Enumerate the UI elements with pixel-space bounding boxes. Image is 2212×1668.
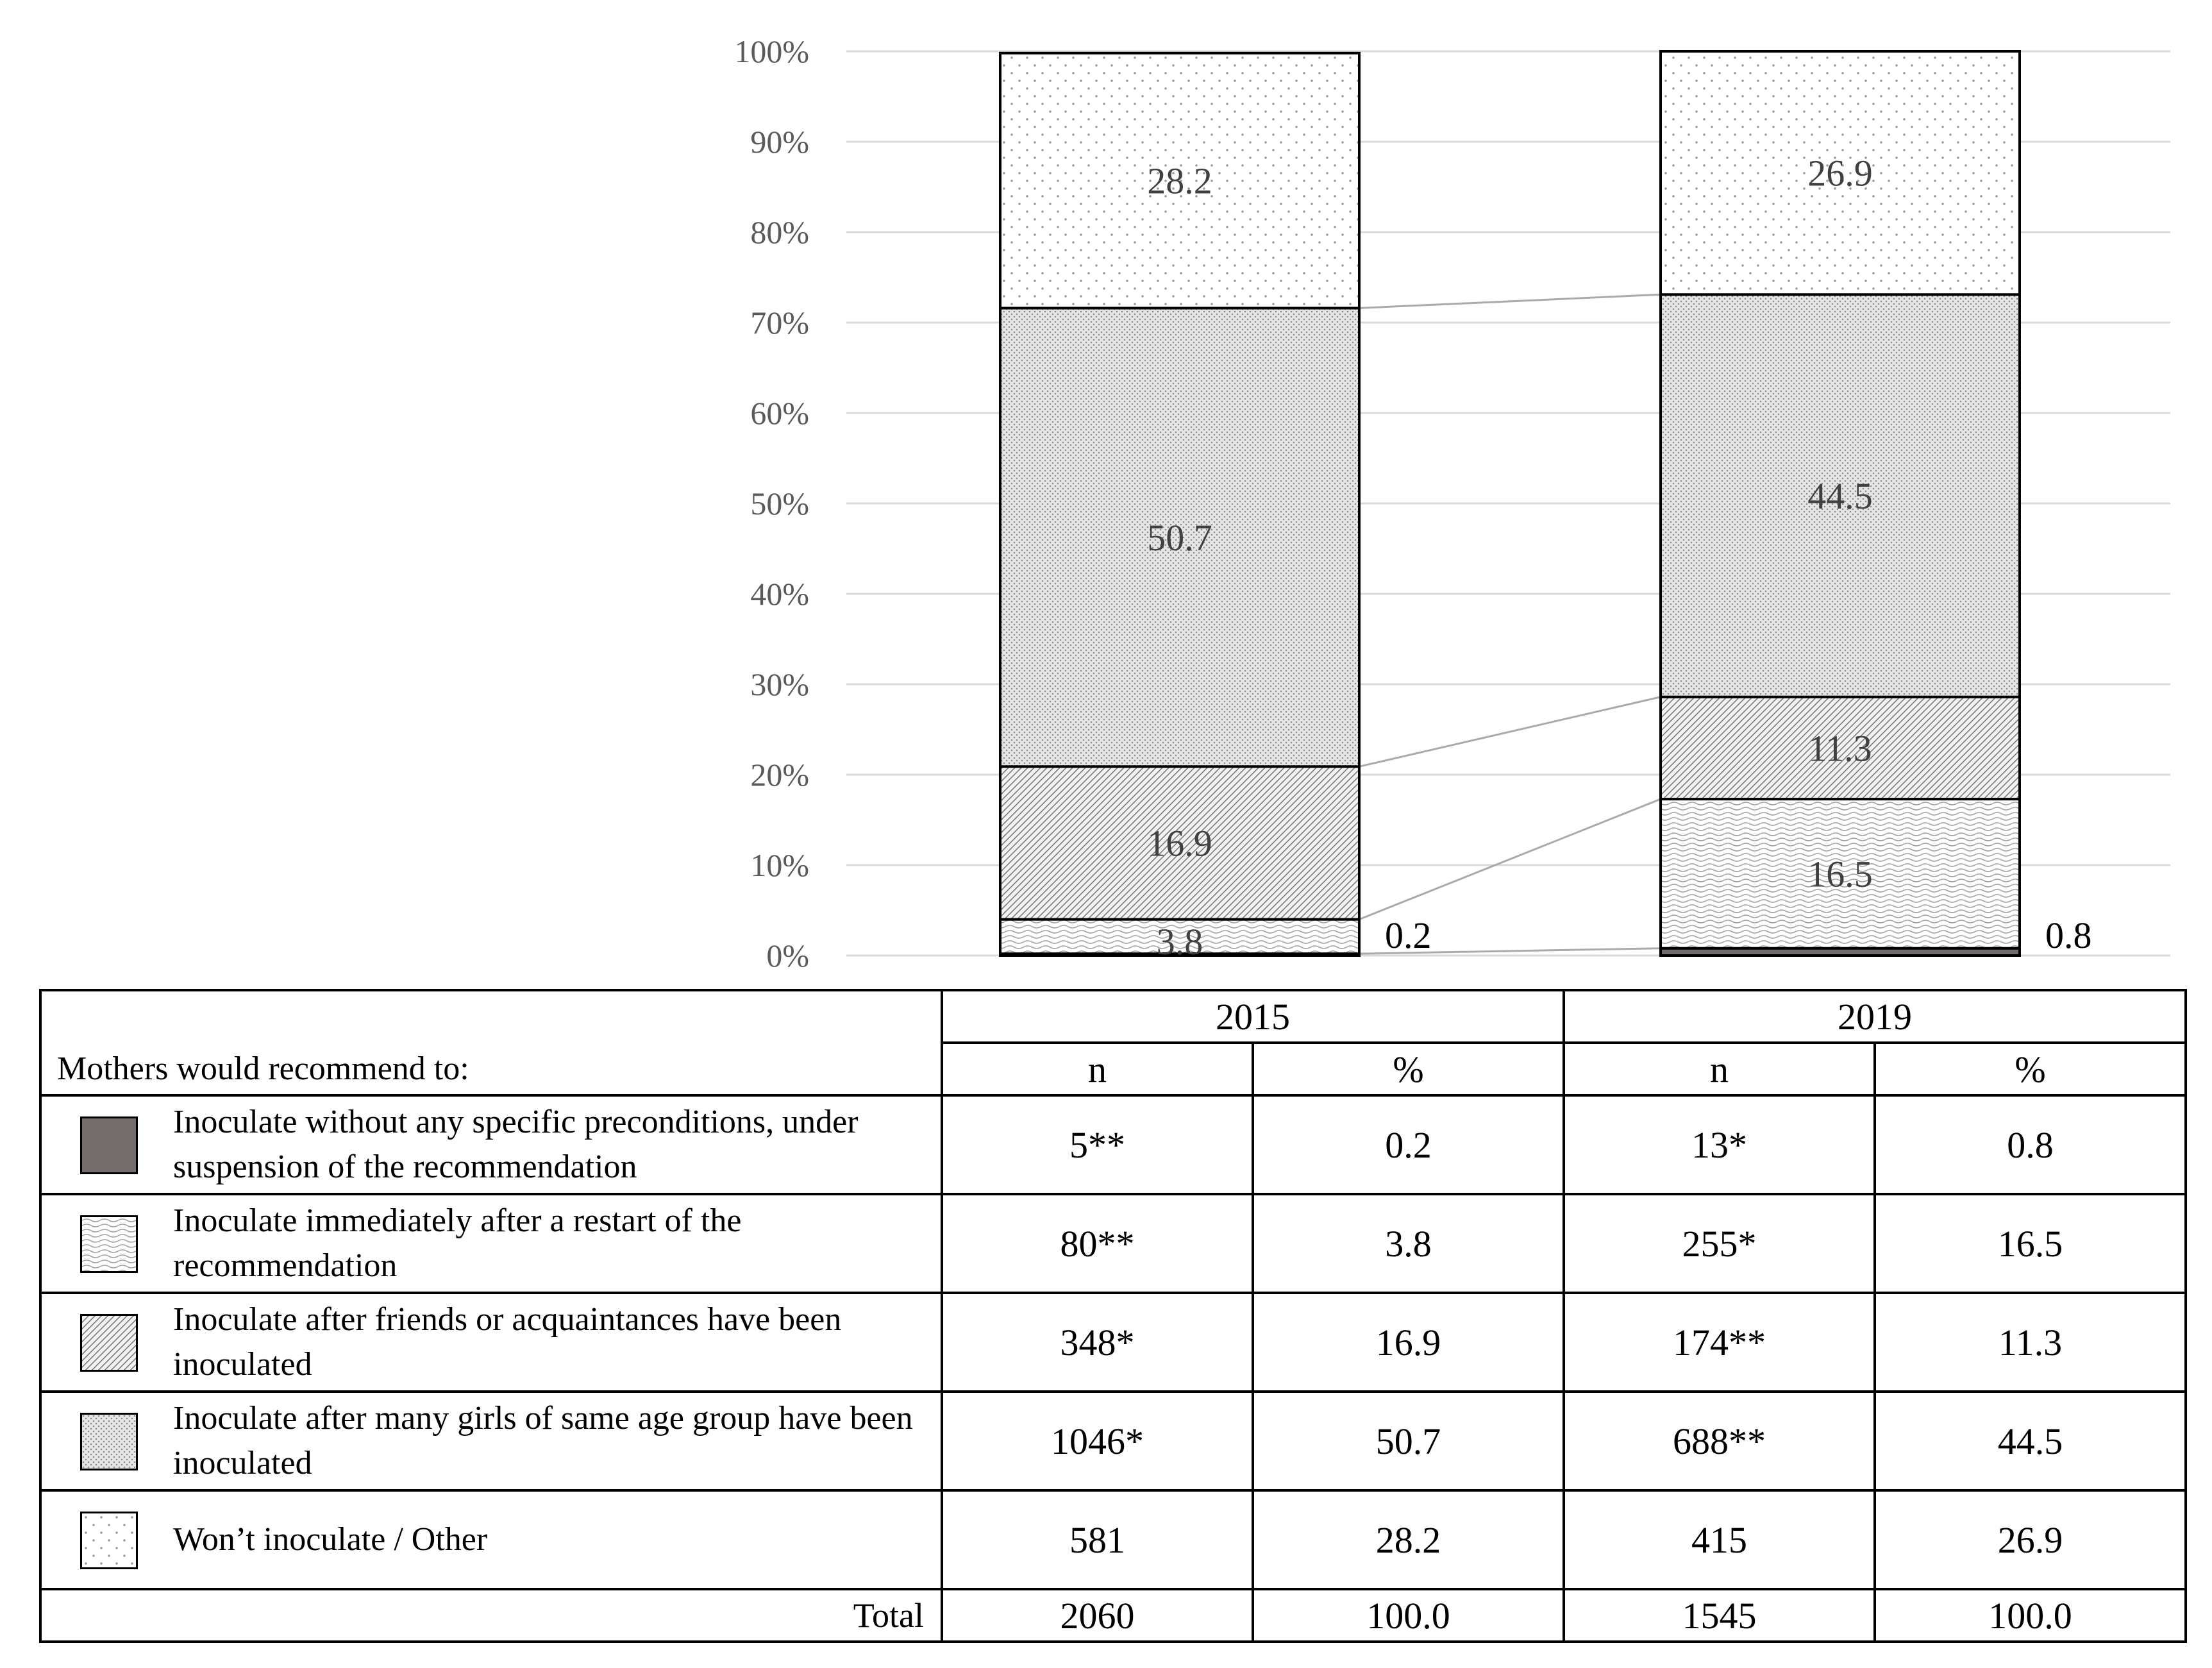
pct-2019-cell: 26.9 (1873, 1489, 2187, 1590)
category-label: Inoculate without any specific precondit… (173, 1104, 859, 1185)
n-2015-cell: 5** (941, 1094, 1254, 1195)
data-label: 0.2 (1385, 914, 1432, 956)
category-label: Inoculate immediately after a restart of… (173, 1202, 742, 1284)
bars (999, 50, 2021, 957)
n-header: n (941, 1041, 1254, 1097)
pct-2015-cell: 3.8 (1252, 1193, 1565, 1294)
y-tick-label: 10% (750, 847, 809, 883)
total-row: Total 2060 100.0 1545 100.0 (39, 1588, 2187, 1643)
total-pct-2015: 100.0 (1252, 1588, 1565, 1643)
data-label: 16.5 (1807, 853, 1873, 895)
table-row: Inoculate without any specific precondit… (39, 1094, 2187, 1195)
legend-swatch-solid (80, 1116, 138, 1174)
y-tick-label: 60% (750, 395, 809, 431)
year-header-2019: 2019 (1563, 989, 2187, 1044)
bar-segment (1659, 293, 2021, 698)
n-2015-cell: 348* (941, 1292, 1254, 1393)
year-header-2015: 2015 (941, 989, 1565, 1044)
data-label: 11.3 (1808, 727, 1872, 769)
y-tick-label: 50% (750, 485, 809, 521)
legend-swatch-dots (80, 1512, 138, 1569)
y-tick-label: 0% (766, 938, 809, 973)
total-label: Total (39, 1588, 943, 1643)
n-2019-cell: 688** (1563, 1390, 1876, 1492)
pct-2015-cell: 28.2 (1252, 1489, 1565, 1590)
pct-2015-cell: 0.2 (1252, 1094, 1565, 1195)
row-header: Mothers would recommend to: (39, 989, 943, 1097)
total-n-2019: 1545 (1563, 1588, 1876, 1643)
connector-line (1359, 696, 1661, 768)
data-label: 28.2 (1147, 160, 1212, 202)
y-tick-label: 100% (734, 33, 809, 69)
category-label: Inoculate after friends or acquaintances… (173, 1301, 842, 1383)
segment-connectors (1359, 293, 1661, 955)
table-row: Inoculate after many girls of same age g… (39, 1390, 2187, 1492)
data-label: 16.9 (1147, 822, 1212, 864)
pct-2015-cell: 50.7 (1252, 1390, 1565, 1492)
n-2019-cell: 13* (1563, 1094, 1876, 1195)
n-header: n (1563, 1041, 1876, 1097)
legend-swatch-diagonal (80, 1314, 138, 1372)
pct-2015-cell: 16.9 (1252, 1292, 1565, 1393)
n-2015-cell: 1046* (941, 1390, 1254, 1492)
table-row: Inoculate immediately after a restart of… (39, 1193, 2187, 1294)
category-cell: Inoculate after friends or acquaintances… (39, 1292, 943, 1393)
n-2019-cell: 174** (1563, 1292, 1876, 1393)
connector-line (1359, 947, 1661, 955)
data-label: 3.8 (1157, 921, 1203, 963)
y-axis-ticks: 0% 10% 20% 30% 40% 50% 60% 70% 80% 90% 100% (734, 33, 809, 973)
table-row: Inoculate after friends or acquaintances… (39, 1292, 2187, 1393)
y-tick-label: 70% (750, 305, 809, 341)
data-label: 26.9 (1807, 153, 1873, 194)
category-cell: Won’t inoculate / Other (39, 1489, 943, 1590)
total-n-2015: 2060 (941, 1588, 1254, 1643)
data-label: 0.8 (2045, 914, 2092, 956)
n-2015-cell: 581 (941, 1489, 1254, 1590)
legend-swatch-wave (80, 1215, 138, 1273)
legend-swatch-dense (80, 1413, 138, 1470)
table-row: Won’t inoculate / Other 581 28.2 415 26.… (39, 1489, 2187, 1590)
category-cell: Inoculate without any specific precondit… (39, 1094, 943, 1195)
category-cell: Inoculate immediately after a restart of… (39, 1193, 943, 1294)
stacked-bar-chart: 0% 10% 20% 30% 40% 50% 60% 70% 80% 90% 100% 0.2 3.8… (734, 33, 2170, 973)
y-tick-label: 30% (750, 666, 809, 702)
data-label: 44.5 (1807, 475, 1873, 517)
total-pct-2019: 100.0 (1873, 1588, 2187, 1643)
n-2019-cell: 255* (1563, 1193, 1876, 1294)
pct-2019-cell: 11.3 (1873, 1292, 2187, 1393)
bar-segment (1659, 50, 2021, 296)
legend-table: Mothers would recommend to: 2015 2019 n … (39, 989, 2187, 1643)
y-tick-label: 40% (750, 576, 809, 612)
bar-segment (999, 51, 1361, 310)
connector-line (1359, 293, 1661, 309)
category-label: Inoculate after many girls of same age g… (173, 1400, 913, 1481)
data-label: 50.7 (1147, 517, 1212, 559)
y-tick-label: 80% (750, 214, 809, 250)
y-tick-label: 20% (750, 757, 809, 793)
category-label: Won’t inoculate / Other (173, 1521, 488, 1558)
data-labels: 0.2 3.8 16.9 50.7 28.2 0.8 16.5 11.3 44.5 26.9 (1147, 153, 2091, 963)
pct-2019-cell: 44.5 (1873, 1390, 2187, 1492)
y-tick-label: 90% (750, 124, 809, 160)
pct-header: % (1252, 1041, 1565, 1097)
category-cell: Inoculate after many girls of same age g… (39, 1390, 943, 1492)
pct-2019-cell: 0.8 (1873, 1094, 2187, 1195)
n-2019-cell: 415 (1563, 1489, 1876, 1590)
bar-segment (999, 307, 1361, 768)
connector-line (1359, 798, 1661, 920)
pct-2019-cell: 16.5 (1873, 1193, 2187, 1294)
n-2015-cell: 80** (941, 1193, 1254, 1294)
pct-header: % (1873, 1041, 2187, 1097)
